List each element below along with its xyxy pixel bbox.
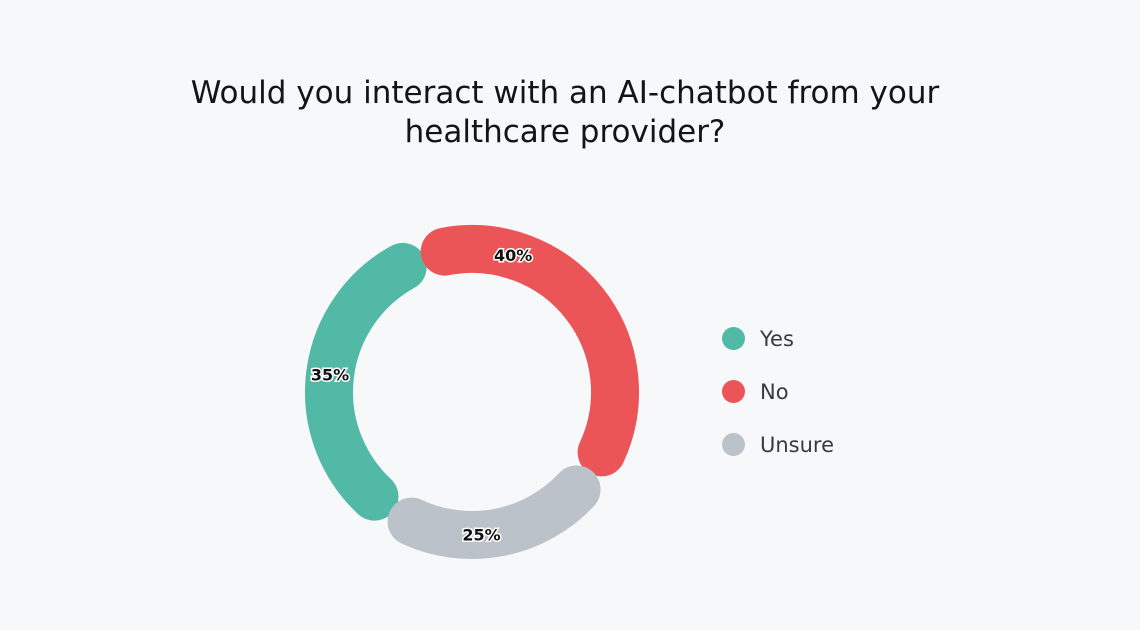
legend-label-unsure: Unsure xyxy=(760,432,835,457)
legend-swatch-unsure xyxy=(722,433,745,456)
legend-item-unsure: Unsure xyxy=(722,418,834,471)
chart-title: Would you interact with an AI-chatbot fr… xyxy=(170,74,960,152)
legend-item-yes: Yes xyxy=(722,312,834,365)
legend-item-no: No xyxy=(722,365,834,418)
data-label-yes: 35% xyxy=(311,366,349,385)
donut-segment-yes xyxy=(305,242,427,521)
chart-title-line-1: Would you interact with an AI-chatbot fr… xyxy=(190,75,940,111)
donut-segment-no xyxy=(420,225,639,477)
legend-swatch-yes xyxy=(722,327,745,350)
donut-segment-unsure xyxy=(387,465,601,559)
legend-label-yes: Yes xyxy=(760,326,794,351)
legend-label-no: No xyxy=(760,379,789,404)
legend: Yes No Unsure xyxy=(722,312,834,471)
chart-title-line-2: healthcare provider? xyxy=(404,114,726,150)
legend-swatch-no xyxy=(722,380,745,403)
data-label-unsure: 25% xyxy=(462,526,500,545)
data-label-no: 40% xyxy=(494,246,532,265)
